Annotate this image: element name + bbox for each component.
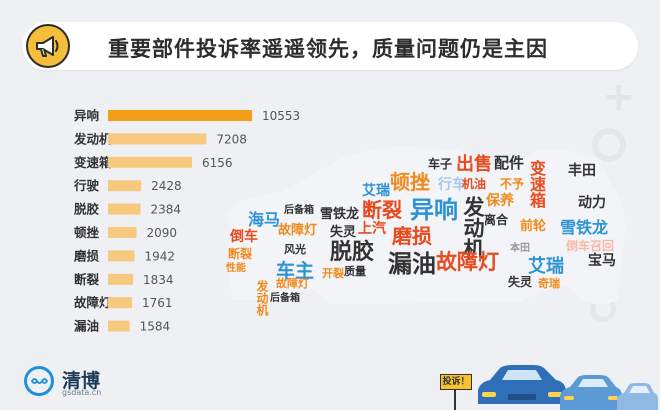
- value-label: 1761: [142, 296, 173, 310]
- word-cloud-term: 车主: [276, 260, 315, 282]
- value-label: 6156: [202, 156, 233, 170]
- category-label: 脱胶: [74, 202, 100, 217]
- word-cloud-term: 宝马: [588, 253, 616, 269]
- word-cloud-term: 断裂: [362, 198, 402, 222]
- bar: [108, 156, 193, 168]
- sign-pole: [454, 389, 456, 410]
- word-cloud-term: 奇瑞: [538, 277, 560, 290]
- gear-decoration-icon: [592, 128, 626, 162]
- word-cloud-term: 丰田: [568, 163, 596, 179]
- value-label: 1834: [143, 273, 174, 287]
- word-cloud-term: 离合: [484, 213, 509, 227]
- category-label: 磨损: [73, 248, 100, 263]
- word-cloud-term: 断裂: [228, 247, 253, 261]
- category-label: 发动机: [73, 131, 112, 146]
- word-cloud-term: 雪铁龙: [320, 207, 360, 222]
- word-cloud-term: 发动机: [255, 280, 269, 316]
- word-cloud-term: 倒车: [230, 229, 258, 245]
- word-cloud-term: 后备箱: [284, 205, 314, 216]
- megaphone-icon: [26, 24, 70, 68]
- word-cloud-term: 保养: [486, 193, 514, 209]
- word-cloud-term: 行车: [438, 177, 466, 193]
- word-cloud-term: 故障灯: [276, 277, 309, 290]
- word-cloud-term: 变速箱: [527, 160, 546, 208]
- word-cloud-term: 故障灯: [278, 223, 318, 238]
- bar: [108, 110, 252, 121]
- word-cloud-term: 艾瑞: [362, 183, 390, 199]
- plus-decoration-icon: +: [602, 74, 636, 120]
- word-cloud-term: 磨损: [392, 224, 432, 248]
- word-cloud-term: 艾瑞: [528, 256, 564, 277]
- bar: [108, 297, 133, 309]
- category-label: 变速箱: [74, 155, 112, 170]
- word-cloud-term: 倒车召回: [566, 239, 615, 253]
- word-cloud-term: 质量: [344, 265, 366, 278]
- word-cloud-term: 机油: [462, 177, 487, 191]
- word-cloud-term: 不予: [500, 177, 525, 191]
- word-cloud-term: 开裂: [322, 267, 344, 280]
- bar: [108, 203, 141, 215]
- category-label: 顿挫: [74, 225, 100, 240]
- bar: [108, 180, 142, 192]
- word-cloud-term: 失灵: [508, 275, 533, 289]
- word-cloud-term: 车子: [428, 157, 453, 171]
- bar: [108, 133, 207, 145]
- word-cloud-term: 风光: [284, 243, 306, 256]
- word-cloud-term: 性能: [226, 263, 246, 274]
- word-cloud-term: 海马: [248, 210, 281, 229]
- car-blue-icon: [478, 365, 566, 404]
- car-light-blue-icon: [560, 375, 622, 410]
- bar: [108, 320, 130, 332]
- category-label: 断裂: [74, 272, 100, 287]
- value-label: 2428: [151, 179, 182, 193]
- word-cloud-term: 动力: [578, 195, 606, 211]
- value-label: 1584: [140, 320, 171, 334]
- bar: [108, 250, 135, 262]
- word-cloud-term: 雪铁龙: [560, 218, 609, 237]
- word-cloud-term: 漏油: [388, 250, 436, 278]
- complaint-sign: 投诉！: [440, 374, 472, 390]
- word-cloud-term: 顿挫: [390, 170, 430, 194]
- word-cloud-term: 异响: [410, 196, 458, 224]
- word-cloud-term: 脱胶: [330, 240, 375, 265]
- category-label: 故障灯: [74, 295, 112, 310]
- value-label: 10553: [262, 109, 300, 123]
- word-cloud-term: 故障灯: [436, 250, 499, 274]
- logo-domain: gsdata.cn: [62, 388, 102, 397]
- bar: [108, 273, 134, 285]
- car-small-icon: [617, 383, 658, 410]
- infinity-logo-icon: [24, 366, 54, 396]
- value-label: 7208: [216, 132, 247, 146]
- word-cloud-term: 出售: [456, 154, 492, 175]
- page-title: 重要部件投诉率遥遥领先，质量问题仍是主因: [108, 37, 548, 61]
- value-label: 2090: [147, 226, 178, 240]
- word-cloud-term: 前轮: [520, 219, 547, 234]
- logo-name: 清博: [62, 370, 101, 392]
- category-label: 行驶: [73, 178, 100, 193]
- word-cloud-term: 本田: [510, 243, 530, 254]
- value-label: 2384: [151, 203, 182, 217]
- title-bar: 重要部件投诉率遥遥领先，质量问题仍是主因: [22, 22, 638, 70]
- word-cloud-term: 上汽: [358, 221, 386, 237]
- bar: [108, 227, 137, 238]
- category-label: 漏油: [74, 319, 99, 334]
- word-cloud-term: 发动机: [461, 196, 485, 259]
- word-cloud-term: 失灵: [330, 225, 357, 240]
- word-cloud-term: 配件: [494, 154, 525, 172]
- category-label: 异响: [74, 108, 99, 123]
- value-label: 1942: [144, 249, 175, 263]
- word-cloud-term: 后备箱: [270, 293, 300, 304]
